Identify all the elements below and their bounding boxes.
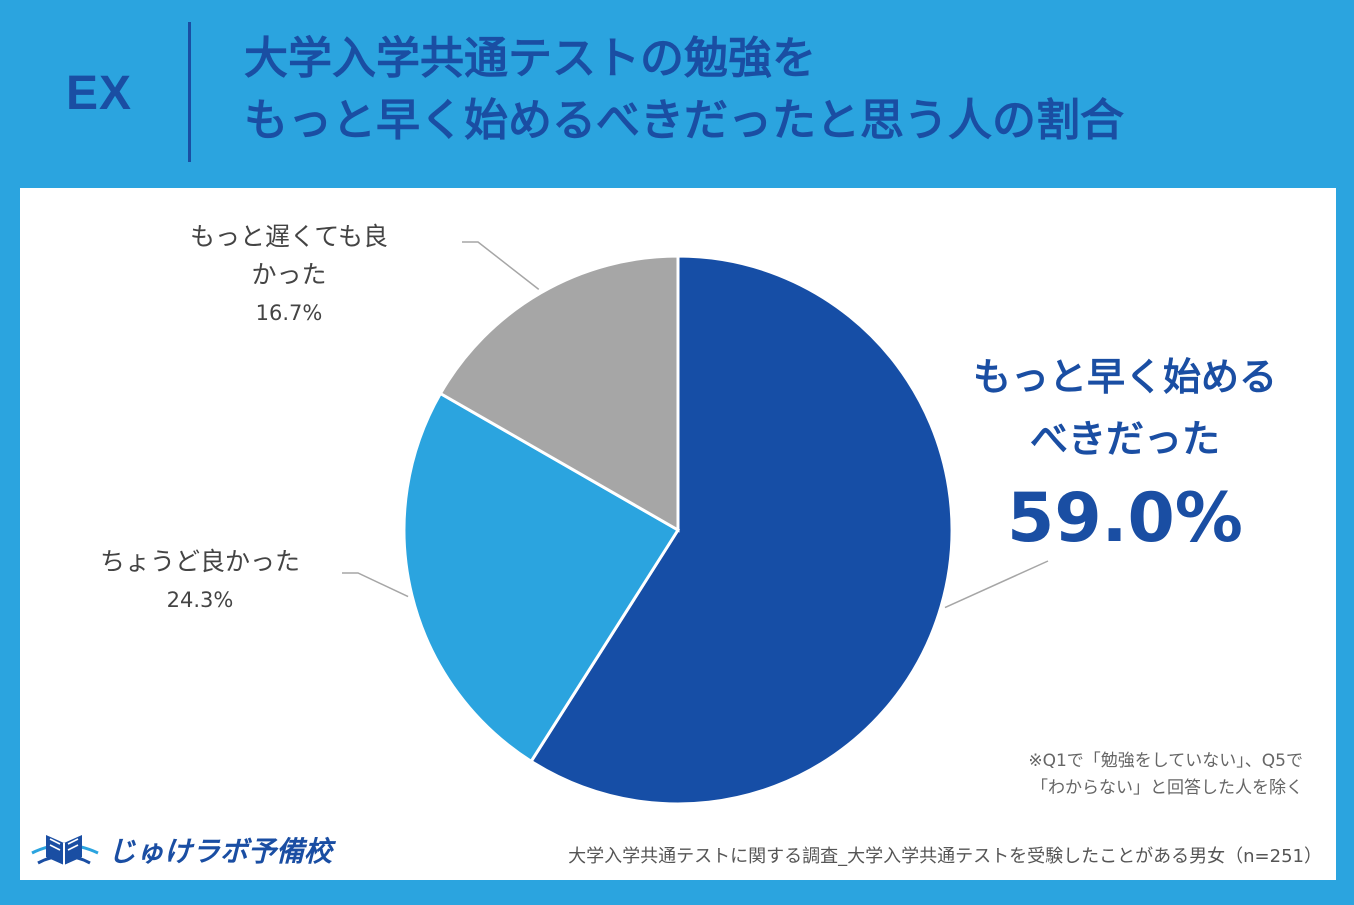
label-later-ok: もっと遅くても良 かった 16.7% (190, 218, 388, 332)
label-just-right: ちょうど良かった 24.3% (100, 543, 300, 619)
header-divider (188, 22, 191, 162)
header: EX 大学入学共通テストの勉強を もっと早く始めるべきだったと思う人の割合 (0, 0, 1354, 185)
pie-slice-just-right (402, 391, 681, 764)
label-earlier-line2: べきだった (1029, 417, 1220, 461)
leader-line-just-right (342, 572, 409, 598)
pie-chart (342, 241, 1049, 806)
label-just-right-text: ちょうど良かった (100, 547, 301, 576)
title-line-2: もっと早く始めるべきだったと思う人の割合 (244, 95, 1124, 146)
footnote-line2: 「わからない」と回答した人を除く (1031, 778, 1303, 798)
label-earlier-percent: 59.0% (1007, 479, 1243, 558)
chart-panel: もっと遅くても良 かった 16.7% ちょうど良かった 24.3% もっと早く始… (20, 188, 1336, 880)
ex-badge: EX (66, 67, 133, 120)
brand-logo: じゅけラボ予備校 (28, 823, 332, 873)
label-later-ok-line2: かった (251, 260, 327, 289)
label-earlier-line1: もっと早く始める (972, 355, 1277, 399)
footnote: ※Q1で「勉強をしていない」、Q5で 「わからない」と回答した人を除く (925, 748, 1303, 802)
footnote-line1: ※Q1で「勉強をしていない」、Q5で (1028, 751, 1303, 771)
label-earlier: もっと早く始める べきだった 59.0% (925, 346, 1325, 564)
source-note: 大学入学共通テストに関する調査_大学入学共通テストを受験したことがある男女（n=… (568, 846, 1322, 867)
title-line-1: 大学入学共通テストの勉強を (244, 33, 816, 84)
leader-line-earlier (944, 560, 1049, 609)
brand-logo-text: じゅけラボ予備校 (108, 835, 333, 868)
page-title: 大学入学共通テストの勉強を もっと早く始めるべきだったと思う人の割合 (244, 28, 1124, 152)
pie-slice-earlier (529, 254, 954, 806)
book-logo-icon (31, 835, 99, 865)
label-later-ok-line1: もっと遅くても良 (190, 222, 389, 251)
pie-slice-later-ok (438, 254, 680, 533)
leader-line-later-ok (462, 241, 540, 290)
label-just-right-percent: 24.3% (166, 588, 234, 612)
label-later-ok-percent: 16.7% (255, 301, 323, 325)
